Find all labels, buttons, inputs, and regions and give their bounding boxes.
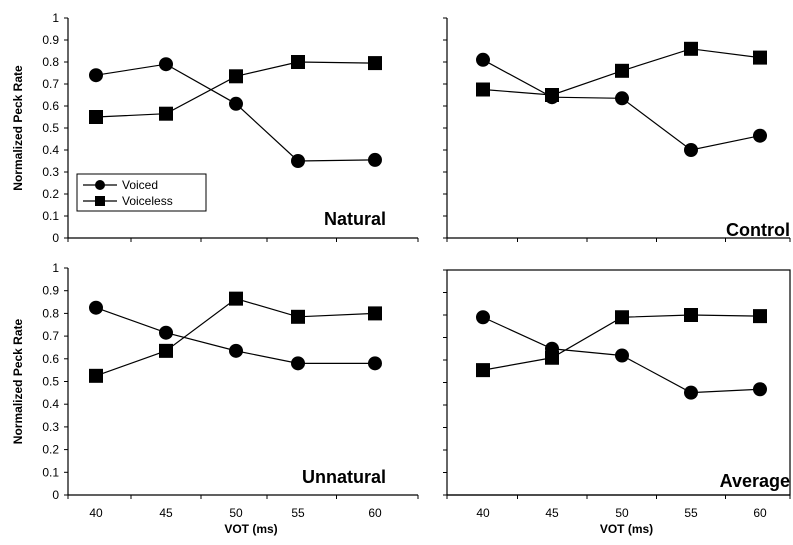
point-voiced — [229, 96, 243, 111]
point-voiced — [89, 68, 103, 83]
point-voiceless — [229, 69, 243, 84]
point-voiceless — [368, 306, 382, 321]
y-axis-title: Normalized Peck Rate — [11, 65, 25, 191]
y-tick-label: 0.1 — [42, 209, 59, 223]
legend-label: Voiced — [122, 178, 158, 192]
y-tick-label: 0.3 — [42, 165, 59, 179]
y-tick-label: 0.6 — [42, 352, 59, 366]
y-tick-label: 0.7 — [42, 77, 59, 91]
y-tick-label: 0 — [52, 488, 59, 502]
y-tick-label: 1 — [52, 11, 59, 25]
x-tick-label: 40 — [89, 506, 103, 520]
point-voiceless — [291, 309, 305, 324]
point-voiced — [368, 356, 382, 371]
y-tick-label: 1 — [52, 261, 59, 275]
x-axis-title: VOT (ms) — [600, 522, 653, 536]
point-voiced — [229, 343, 243, 358]
x-tick-label: 60 — [368, 506, 382, 520]
point-voiceless — [753, 50, 767, 65]
panel-1: Control — [443, 17, 791, 242]
point-voiceless — [545, 350, 559, 365]
legend-marker-circle — [95, 180, 105, 190]
point-voiceless — [476, 82, 490, 97]
point-voiced — [684, 143, 698, 157]
y-tick-label: 0.2 — [42, 443, 59, 457]
y-tick-label: 0.8 — [42, 306, 59, 320]
y-tick-label: 0.6 — [42, 99, 59, 113]
point-voiced — [159, 325, 173, 340]
y-tick-label: 0 — [52, 231, 59, 245]
point-voiced — [476, 310, 490, 325]
y-tick-label: 0.4 — [42, 143, 59, 157]
legend: Voiced Voiceless — [76, 173, 207, 212]
y-tick-label: 0.9 — [42, 284, 59, 298]
x-tick-label: 45 — [159, 506, 173, 520]
point-voiced — [615, 348, 629, 363]
point-voiced — [684, 385, 698, 400]
panel-2: 0 0.1 0.2 0.3 0.4 0.5 0.6 0.7 0.8 0.9 1 40 45 50 55 60 N… — [11, 261, 419, 536]
x-tick-label: 45 — [545, 506, 559, 520]
point-voiceless — [753, 309, 767, 324]
panel-3: 40 45 50 55 60 VOT (ms) Average — [443, 269, 791, 536]
point-voiced — [753, 128, 767, 143]
point-voiced — [159, 57, 173, 72]
point-voiced — [615, 91, 629, 106]
point-voiceless — [159, 343, 173, 358]
y-tick-label: 0.5 — [42, 375, 59, 389]
y-tick-label: 0.8 — [42, 55, 59, 69]
y-tick-label: 0.2 — [42, 187, 59, 201]
point-voiced — [476, 52, 490, 67]
x-tick-label: 55 — [291, 506, 305, 520]
point-voiced — [753, 382, 767, 397]
point-voiceless — [229, 291, 243, 306]
point-voiceless — [684, 308, 698, 322]
x-tick-label: 50 — [229, 506, 243, 520]
point-voiceless — [291, 55, 305, 69]
point-voiceless — [684, 41, 698, 56]
point-voiceless — [159, 106, 173, 121]
point-voiceless — [89, 368, 103, 383]
panel-title: Natural — [324, 209, 386, 229]
x-tick-label: 60 — [753, 506, 767, 520]
y-tick-label: 0.9 — [42, 33, 59, 47]
y-tick-label: 0.7 — [42, 329, 59, 343]
y-tick-label: 0.3 — [42, 420, 59, 434]
x-tick-label: 55 — [684, 506, 698, 520]
legend-label: Voiceless — [122, 194, 173, 208]
panel-title: Control — [726, 220, 790, 240]
point-voiced — [89, 300, 103, 315]
point-voiceless — [615, 63, 629, 78]
x-tick-label: 40 — [476, 506, 490, 520]
x-axis-title: VOT (ms) — [224, 522, 277, 536]
point-voiceless — [368, 56, 382, 71]
y-tick-label: 0.1 — [42, 465, 59, 479]
panel-0: 0 0.1 0.2 0.3 0.4 0.5 0.6 0.7 0.8 0.9 1 Normalized … — [11, 11, 419, 245]
point-voiceless — [476, 363, 490, 378]
y-tick-label: 0.4 — [42, 397, 59, 411]
point-voiceless — [545, 88, 559, 102]
point-voiced — [368, 152, 382, 167]
y-tick-label: 0.5 — [42, 121, 59, 135]
legend-marker-square — [95, 196, 105, 206]
series-line-voiceless — [95, 297, 376, 377]
plot-frame — [446, 269, 791, 496]
panel-title: Unnatural — [302, 467, 386, 487]
x-tick-label: 50 — [615, 506, 629, 520]
panel-title: Average — [720, 471, 790, 491]
y-axis-title: Normalized Peck Rate — [11, 318, 25, 444]
point-voiced — [291, 356, 305, 371]
point-voiceless — [615, 310, 629, 325]
point-voiced — [291, 154, 305, 168]
point-voiceless — [89, 110, 103, 124]
